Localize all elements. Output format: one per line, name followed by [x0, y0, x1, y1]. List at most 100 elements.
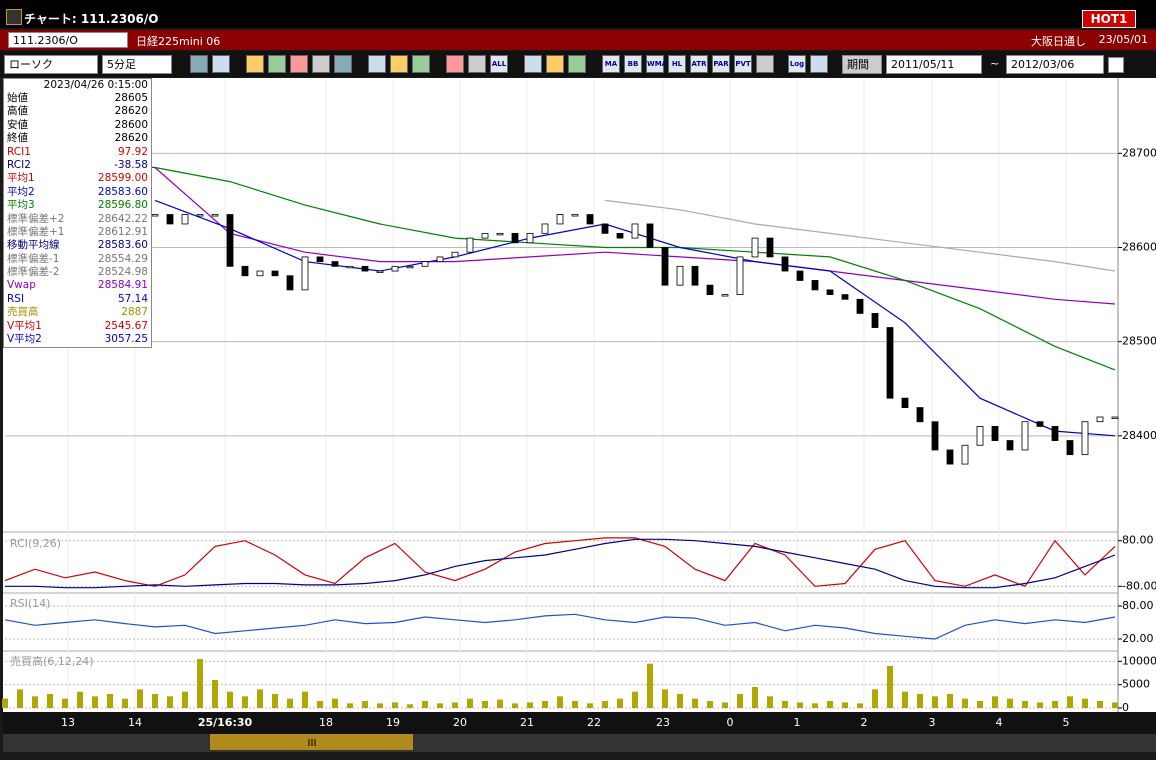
candle	[391, 265, 399, 272]
x-tick-label: 0	[727, 716, 734, 729]
info-label: V平均1	[7, 319, 42, 332]
toolbar-icon[interactable]	[268, 55, 286, 73]
candle	[286, 275, 294, 291]
volume-bar	[632, 691, 638, 708]
candle	[496, 232, 504, 236]
toolbar-icon[interactable]	[546, 55, 564, 73]
candle	[1066, 440, 1074, 456]
toolbar-icon[interactable]	[390, 55, 408, 73]
info-row: RCI2 -38.58	[4, 159, 151, 172]
volume-bar	[1097, 701, 1103, 708]
candle	[1081, 421, 1089, 456]
toolbar-icon[interactable]: WMA	[646, 55, 667, 73]
toolbar-icon[interactable]: ATR	[690, 55, 708, 73]
toolbar-icon[interactable]	[468, 55, 486, 73]
volume-bar	[107, 694, 113, 708]
toolbar-icon[interactable]	[290, 55, 308, 73]
volume-bar	[962, 698, 968, 708]
hot-button[interactable]: HOT1	[1082, 10, 1136, 28]
toolbar-icon[interactable]	[212, 55, 230, 73]
candle	[556, 214, 564, 225]
scrollbar[interactable]	[3, 734, 1156, 752]
chart-type-select[interactable]: ローソク	[4, 55, 98, 74]
candle	[1111, 416, 1119, 419]
candle	[226, 214, 234, 267]
candle	[796, 270, 804, 281]
candle	[541, 223, 549, 234]
toolbar-icon[interactable]	[810, 55, 828, 73]
y-tick-label: 5000	[1122, 678, 1150, 691]
code-input[interactable]: 111.2306/O	[8, 32, 128, 48]
toolbar-icon[interactable]	[368, 55, 386, 73]
from-date[interactable]: 2011/05/11	[886, 55, 982, 74]
info-label: 標準偏差+1	[7, 225, 65, 238]
volume-bar	[437, 703, 443, 708]
toolbar-icon[interactable]: BB	[624, 55, 642, 73]
info-value: 28620	[114, 132, 148, 145]
volume-bar	[797, 702, 803, 708]
indicator-line	[4, 537, 1116, 588]
info-row: RCI1 97.92	[4, 146, 151, 159]
volume-bar	[377, 703, 383, 708]
toolbar-icon[interactable]	[312, 55, 330, 73]
toolbar-icon[interactable]: MA	[602, 55, 620, 73]
x-tick-label: 2	[861, 716, 868, 729]
info-label: 平均3	[7, 199, 35, 212]
x-tick-label: 18	[319, 716, 333, 729]
volume-bar	[332, 698, 338, 708]
symbol-name: 日経225mini 06	[136, 35, 221, 48]
y-tick-label: 20.00	[1122, 632, 1154, 645]
toolbar-icon[interactable]	[446, 55, 464, 73]
candle	[751, 237, 759, 258]
toolbar-icon[interactable]	[190, 55, 208, 73]
toolbar-icon[interactable]: HL	[668, 55, 686, 73]
volume-bar	[1112, 702, 1118, 708]
candle	[1096, 416, 1104, 423]
info-value: 2887	[121, 306, 148, 319]
toolbar-icon[interactable]	[334, 55, 352, 73]
volume-bar	[1022, 701, 1028, 708]
toolbar: ローソク 5分足 期間 2011/05/11 ~ 2012/03/06 ALL M…	[0, 51, 1156, 77]
info-value: 28612.91	[97, 225, 148, 238]
interval-select[interactable]: 5分足	[102, 55, 172, 74]
toolbar-icon[interactable]	[524, 55, 542, 73]
period-button[interactable]: 期間	[842, 55, 882, 74]
info-value: 28524.98	[97, 266, 148, 279]
toolbar-icon[interactable]	[412, 55, 430, 73]
info-value: 28642.22	[97, 212, 148, 225]
volume-bar	[572, 701, 578, 708]
volume-bar	[62, 698, 68, 708]
toolbar-icon[interactable]	[756, 55, 774, 73]
ma-line	[154, 166, 1116, 371]
candle	[436, 256, 444, 263]
volume-bar	[212, 680, 218, 708]
chart-layer: 28400 28500 28600 28700 80.00 -80.00 RCI(9,26)…	[2, 80, 1156, 729]
ma-line	[154, 199, 1116, 437]
volume-bar	[317, 701, 323, 708]
checkbox[interactable]	[1108, 57, 1124, 73]
toolbar-icon[interactable]: ALL	[490, 55, 508, 73]
toolbar-icon[interactable]	[568, 55, 586, 73]
to-date[interactable]: 2012/03/06	[1006, 55, 1104, 74]
candle	[631, 223, 639, 239]
toolbar-icon[interactable]: Log	[788, 55, 806, 73]
info-value: 3057.25	[104, 333, 148, 346]
info-row: V平均2 3057.25	[4, 333, 151, 346]
toolbar-icon[interactable]: PVT	[734, 55, 752, 73]
toolbar-icon[interactable]: PAR	[712, 55, 730, 73]
info-label: 標準偏差-1	[7, 252, 60, 265]
candle	[316, 256, 324, 263]
volume-bar	[647, 663, 653, 708]
info-row: 標準偏差-1 28554.29	[4, 253, 151, 266]
volume-bar	[617, 698, 623, 708]
candle	[931, 421, 939, 451]
y-tick-label: 28500	[1122, 335, 1156, 348]
candle	[301, 256, 309, 291]
info-row: V平均1 2545.67	[4, 320, 151, 333]
volume-bar	[197, 659, 203, 708]
toolbar-icon[interactable]	[246, 55, 264, 73]
info-row: 平均1 28599.00	[4, 172, 151, 185]
volume-bar	[842, 702, 848, 708]
candle	[406, 265, 414, 269]
